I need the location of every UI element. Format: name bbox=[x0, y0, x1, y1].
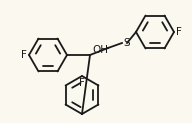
Text: OH: OH bbox=[92, 45, 108, 55]
Text: F: F bbox=[176, 27, 182, 37]
Text: F: F bbox=[79, 78, 85, 88]
Text: F: F bbox=[21, 50, 27, 60]
Text: S: S bbox=[123, 38, 130, 48]
